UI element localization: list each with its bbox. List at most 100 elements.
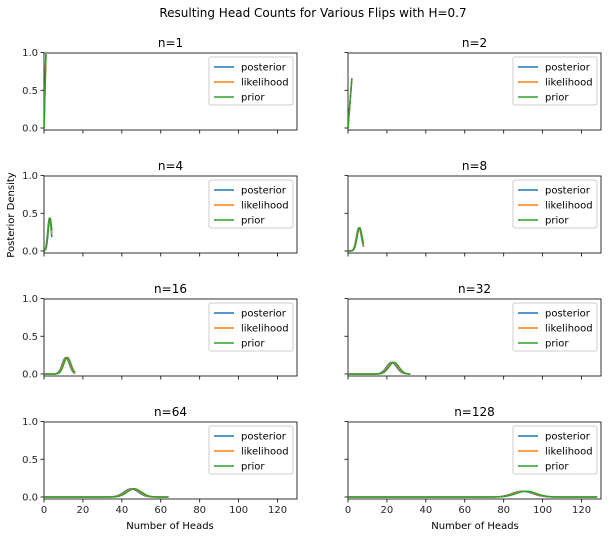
legend-box: [512, 425, 598, 475]
panel-n=64: n=64 0 20 40 60 80 100 120 0.0 0.5 1.0 posterior lik…: [22, 405, 298, 516]
x-tick-label: 20: [77, 505, 90, 516]
panel-n=32: n=32 posterior likelihood prior: [344, 282, 602, 380]
y-tick-label: 0.0: [22, 247, 38, 258]
x-tick-label: 0: [41, 505, 47, 516]
legend-box: [512, 179, 598, 229]
legend-label: posterior: [545, 309, 591, 320]
legend-label: prior: [545, 93, 569, 104]
legend-label: prior: [545, 462, 569, 473]
x-tick-label: 60: [154, 505, 167, 516]
panel-title: n=4: [158, 159, 183, 173]
plot-frame: [43, 421, 298, 500]
panel-title: n=1: [158, 36, 183, 50]
y-tick-label: 1.0: [22, 294, 38, 305]
panel-title: n=32: [458, 282, 491, 296]
x-tick-label: 100: [533, 505, 552, 516]
panel-n=16: n=16 0.0 0.5 1.0 posterior likelihood prior: [22, 282, 298, 381]
y-tick-label: 0.5: [22, 86, 38, 97]
legend-box: [208, 425, 294, 475]
panel-n=4: n=4 0.0 0.5 1.0 posterior likelihood prior: [22, 159, 298, 258]
legend-label: likelihood: [545, 324, 593, 335]
figure-suptitle: Resulting Head Counts for Various Flips …: [159, 6, 466, 20]
legend-label: likelihood: [241, 78, 289, 89]
legend-label: posterior: [545, 186, 591, 197]
series-prior: [44, 217, 53, 252]
x-tick-label: 0: [345, 505, 351, 516]
x-tick-label: 100: [229, 505, 248, 516]
y-tick-label: 1.0: [22, 417, 38, 428]
legend-label: prior: [241, 216, 265, 227]
series-posterior: [348, 361, 411, 375]
legend-label: prior: [241, 462, 265, 473]
panel-n=8: n=8 posterior likelihood prior: [344, 159, 602, 257]
legend-box: [208, 56, 294, 106]
legend-box: [512, 302, 598, 352]
legend-label: prior: [241, 93, 265, 104]
x-axis-label-right: Number of Heads: [431, 521, 519, 532]
y-tick-label: 1.0: [22, 171, 38, 182]
panel-n=1: n=1 0.0 0.5 1.0 posterior likelihood prior: [22, 36, 298, 135]
y-tick-label: 0.5: [22, 455, 38, 466]
panel-title: n=8: [462, 159, 487, 173]
series-prior: [44, 53, 47, 129]
x-tick-label: 40: [419, 505, 432, 516]
panel-title: n=64: [154, 405, 187, 419]
legend-label: posterior: [545, 432, 591, 443]
legend-box: [208, 179, 294, 229]
legend: posterior likelihood prior: [512, 302, 598, 352]
panel-title: n=128: [454, 405, 495, 419]
legend-label: posterior: [241, 309, 287, 320]
y-axis-label: Posterior Density: [6, 172, 17, 257]
x-tick-label: 60: [458, 505, 471, 516]
y-tick-label: 0.5: [22, 209, 38, 220]
x-tick-label: 120: [572, 505, 591, 516]
x-tick-label: 80: [497, 505, 510, 516]
panels-group: n=1 0.0 0.5 1.0 posterior likelihood prior n=2 p…: [22, 36, 602, 516]
series-likelihood: [348, 490, 598, 498]
legend-label: posterior: [241, 432, 287, 443]
series-posterior: [348, 490, 598, 498]
panel-n=2: n=2 posterior likelihood prior: [344, 36, 602, 134]
series-prior: [348, 226, 365, 252]
legend: posterior likelihood prior: [208, 56, 294, 106]
legend: posterior likelihood prior: [512, 425, 598, 475]
legend-label: likelihood: [241, 324, 289, 335]
legend-box: [512, 56, 598, 106]
series-prior: [348, 490, 598, 498]
legend-label: likelihood: [545, 78, 593, 89]
legend-label: likelihood: [241, 201, 289, 212]
y-tick-label: 0.0: [22, 370, 38, 381]
plot-frame: [43, 52, 298, 131]
legend-label: prior: [241, 339, 265, 350]
legend: posterior likelihood prior: [512, 56, 598, 106]
legend-label: prior: [545, 339, 569, 350]
x-axis-label-left: Number of Heads: [126, 521, 214, 532]
legend-box: [208, 302, 294, 352]
plot-frame: [347, 175, 602, 254]
x-tick-label: 120: [268, 505, 287, 516]
panel-title: n=16: [154, 282, 187, 296]
legend: posterior likelihood prior: [208, 302, 294, 352]
legend: posterior likelihood prior: [208, 425, 294, 475]
plot-frame: [347, 421, 602, 500]
legend-label: likelihood: [545, 447, 593, 458]
y-tick-label: 1.0: [22, 48, 38, 59]
series-prior: [44, 356, 76, 375]
legend-label: posterior: [545, 63, 591, 74]
legend-label: posterior: [241, 186, 287, 197]
series-prior: [348, 78, 353, 129]
plot-frame: [43, 298, 298, 377]
legend-label: posterior: [241, 63, 287, 74]
x-tick-label: 20: [381, 505, 394, 516]
legend: posterior likelihood prior: [512, 179, 598, 229]
series-prior: [348, 361, 411, 375]
y-tick-label: 0.0: [22, 493, 38, 504]
plot-frame: [43, 175, 298, 254]
series-prior: [44, 488, 169, 498]
y-tick-label: 0.5: [22, 332, 38, 343]
legend: posterior likelihood prior: [208, 179, 294, 229]
legend-label: prior: [545, 216, 569, 227]
